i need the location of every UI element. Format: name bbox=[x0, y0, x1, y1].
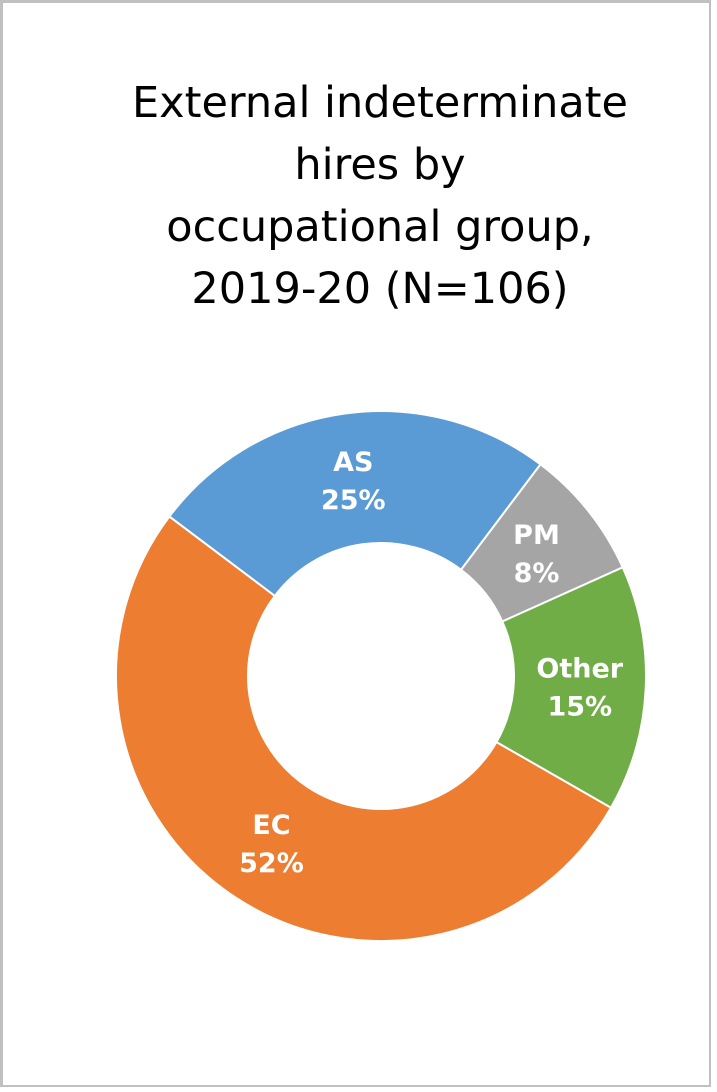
slice-ec bbox=[115, 515, 613, 942]
slice-as bbox=[167, 410, 542, 598]
title-line: 2019-20 (N=106) bbox=[191, 264, 569, 314]
slice-other bbox=[495, 566, 647, 810]
slice-label: Other bbox=[536, 654, 623, 685]
slice-label: EC bbox=[252, 810, 290, 841]
title-line: occupational group, bbox=[166, 202, 594, 252]
slice-value-label: 15% bbox=[547, 692, 612, 723]
title-line: hires by bbox=[294, 140, 466, 190]
slice-value-label: 52% bbox=[239, 848, 304, 879]
slice-value-label: 8% bbox=[514, 558, 560, 589]
slice-value-label: 25% bbox=[321, 485, 386, 516]
title-line: External indeterminate bbox=[131, 78, 628, 128]
slice-label: AS bbox=[333, 447, 373, 478]
slice-label: PM bbox=[513, 520, 560, 551]
chart-title: External indeterminate hires by occupati… bbox=[0, 72, 717, 320]
